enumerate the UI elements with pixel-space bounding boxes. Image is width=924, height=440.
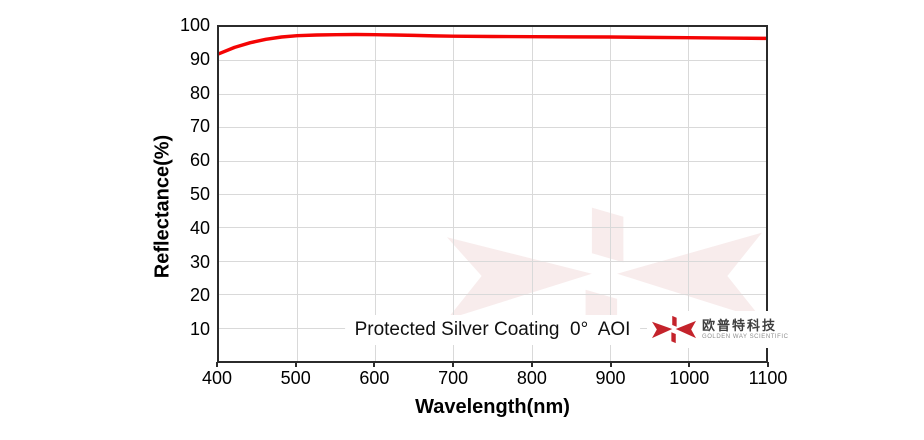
chart-annotation: Protected Silver Coating 0° AOI	[344, 315, 641, 345]
brand-name-en: GOLDEN WAY SCIENTIFIC	[702, 334, 789, 340]
x-tick-label: 1100	[748, 368, 788, 388]
gridline-horizontal	[219, 260, 766, 262]
gridline-horizontal	[219, 60, 766, 62]
x-tick-mark	[216, 362, 218, 367]
x-tick-label: 1000	[669, 368, 710, 388]
gridline-vertical	[531, 27, 533, 361]
brand-logo: 欧普特科技 GOLDEN WAY SCIENTIFIC	[647, 311, 794, 348]
x-tick-mark	[530, 362, 533, 367]
gridline-vertical	[297, 27, 299, 361]
brand-logo-icon	[652, 315, 696, 344]
y-tick-label: 10	[189, 319, 210, 340]
y-tick-label: 80	[189, 82, 210, 103]
y-tick-label: 30	[189, 251, 210, 272]
x-tick-mark	[609, 362, 612, 367]
y-tick-label: 90	[189, 48, 210, 69]
x-tick-mark	[688, 362, 691, 367]
brand-name-cn: 欧普特科技	[702, 318, 778, 333]
y-tick-label: 50	[189, 184, 210, 204]
gridline-vertical	[609, 27, 611, 361]
gridline-vertical	[375, 27, 377, 361]
y-tick-label: 60	[189, 150, 210, 171]
y-tick-label: 70	[189, 116, 210, 137]
x-tick-label: 600	[359, 368, 390, 388]
x-tick-label: 700	[438, 368, 469, 388]
gridline-horizontal	[219, 294, 766, 296]
x-tick-mark	[767, 362, 769, 367]
gridline-horizontal	[219, 127, 766, 129]
gridline-vertical	[453, 27, 455, 361]
brand-text: 欧普特科技 GOLDEN WAY SCIENTIFIC	[702, 319, 788, 340]
gridline-horizontal	[219, 160, 766, 162]
y-tick-label: 20	[189, 285, 210, 306]
plot-area: Protected Silver Coating 0° AOI 欧普特科技 GO…	[217, 25, 794, 363]
gridline-horizontal	[219, 194, 766, 195]
y-tick-label: 100	[179, 15, 210, 35]
gridline-horizontal	[219, 93, 766, 95]
x-tick-label: 800	[516, 368, 547, 388]
x-tick-mark	[373, 362, 376, 367]
x-tick-mark	[294, 362, 297, 367]
x-tick-label: 500	[280, 368, 311, 388]
x-tick-mark	[452, 362, 455, 367]
gridline-horizontal	[219, 227, 766, 229]
x-tick-label: 900	[595, 368, 626, 388]
reflectance-curve	[219, 32, 766, 56]
gridline-vertical	[687, 27, 689, 361]
x-tick-label: 400	[201, 368, 233, 388]
x-axis-title: Wavelength(nm)	[415, 396, 570, 418]
y-tick-label: 40	[189, 217, 210, 238]
reflectance-curve-line	[219, 32, 766, 56]
